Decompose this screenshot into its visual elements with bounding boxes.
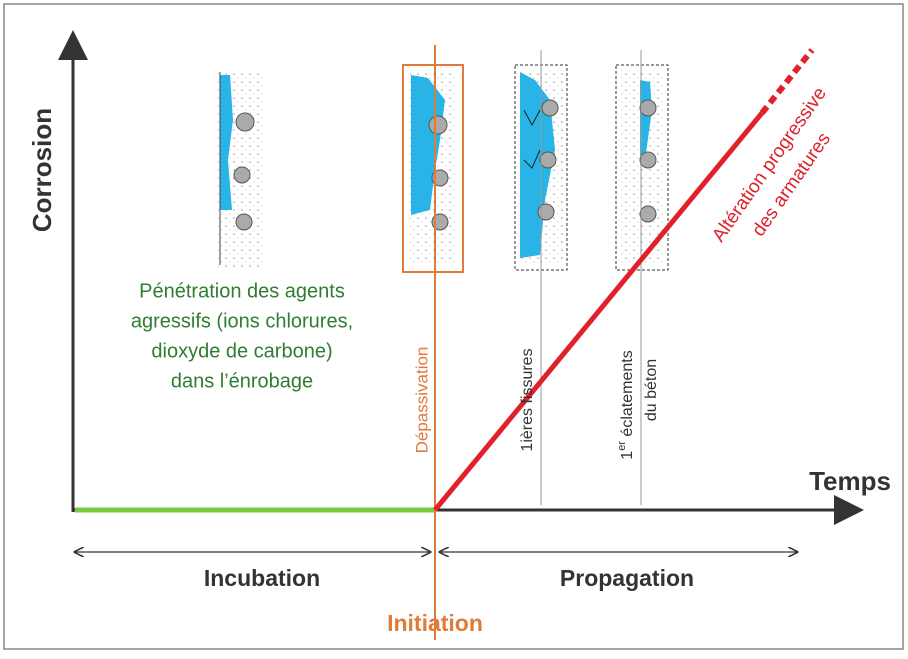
text: 1 xyxy=(619,451,636,460)
eclatements-label: 1er éclatements xyxy=(616,350,636,459)
depassivation-label: Dépassivation xyxy=(412,347,431,454)
y-axis-label: Corrosion xyxy=(27,108,57,232)
alteration-text: Altération progressive des armatures xyxy=(708,83,835,246)
text-line: Pénétration des agents xyxy=(139,280,345,302)
text-line: agressifs (ions chlorures, xyxy=(131,310,353,332)
eclatements-label-2: du béton xyxy=(643,359,660,421)
superscript: er xyxy=(616,441,628,451)
fissures-label: 1ières fissures xyxy=(519,348,536,451)
diagram: Corrosion Temps Pénétration des agents a… xyxy=(0,0,908,654)
text-line: dioxyde de carbone) xyxy=(151,340,332,362)
concrete-sketch xyxy=(218,72,263,267)
x-axis-label: Temps xyxy=(809,466,891,496)
text: éclatements xyxy=(619,350,636,441)
propagation-line xyxy=(435,113,762,510)
incubation-label: Incubation xyxy=(204,565,320,591)
propagation-label: Propagation xyxy=(560,565,694,591)
text-line: dans l’énrobage xyxy=(171,370,313,392)
initiation-label: Initiation xyxy=(387,610,483,636)
penetration-text: Pénétration des agents agressifs (ions c… xyxy=(131,280,353,392)
concrete-sketch xyxy=(403,65,463,272)
